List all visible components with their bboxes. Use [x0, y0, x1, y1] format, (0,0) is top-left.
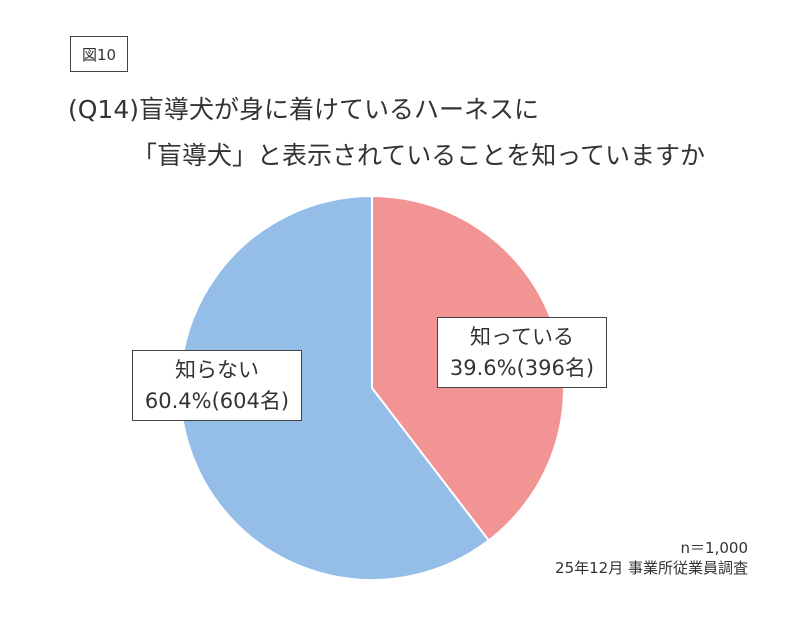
pie-slice-not-know — [179, 194, 491, 581]
slice-label-know-name: 知っている — [470, 325, 574, 349]
slice-label-not-know-name: 知らない — [175, 358, 259, 382]
sample-size: n＝1,000 — [680, 539, 748, 557]
footnote: n＝1,000 25年12月 事業所従業員調査 — [555, 538, 748, 578]
figure-label: 図10 — [70, 36, 128, 72]
slice-label-not-know-value: 60.4%(604名) — [144, 389, 290, 413]
chart-title-line1: (Q14)盲導犬が身に着けているハーネスに — [68, 95, 539, 124]
slice-label-not-know: 知らない 60.4%(604名) — [132, 350, 302, 421]
survey-source: 25年12月 事業所従業員調査 — [555, 559, 748, 577]
chart-title-line2: 「盲導犬」と表示されていることを知っていますか — [132, 141, 706, 170]
slice-label-know-value: 39.6%(396名) — [449, 356, 595, 380]
slice-label-know: 知っている 39.6%(396名) — [437, 317, 607, 388]
